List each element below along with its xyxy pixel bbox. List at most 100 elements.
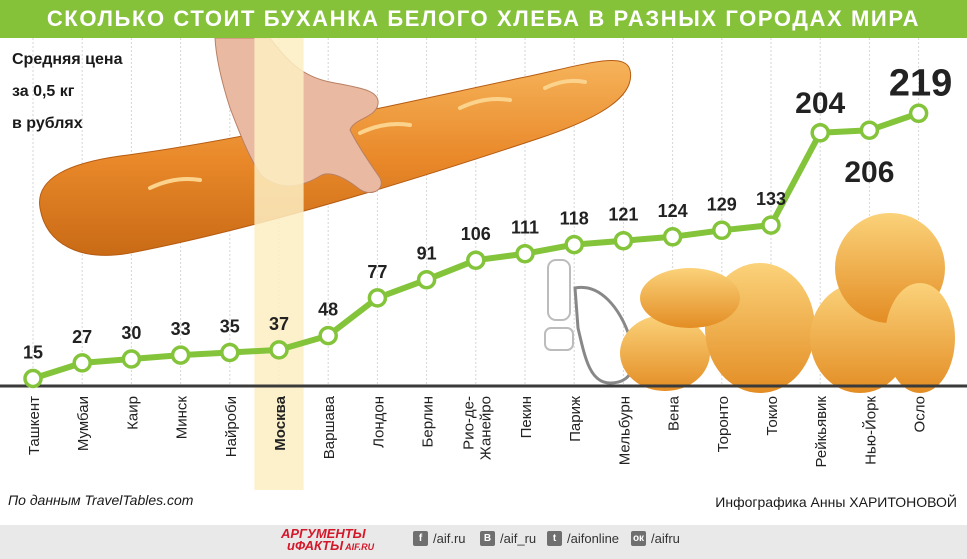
tick-label-line: Каир [124, 396, 141, 430]
tick-label: Нью-Йорк [861, 396, 879, 465]
tick-label-line: Москва [272, 395, 289, 450]
data-label: 111 [511, 218, 539, 238]
social-link-text: /aif_ru [500, 531, 537, 546]
data-point [515, 243, 535, 264]
highlight-column [254, 38, 304, 490]
social-link-twitter[interactable]: t /aifonline [547, 531, 619, 546]
data-label: 37 [269, 314, 289, 334]
data-label: 121 [608, 205, 638, 225]
data-point [416, 269, 437, 290]
tick-label: Берлин [420, 396, 437, 447]
tick-label-line: Токио [764, 396, 781, 436]
tick-label-line: Рейкьявик [813, 396, 830, 468]
data-point [220, 342, 240, 363]
logo-line: АРГУМЕНТЫ [281, 526, 366, 541]
data-point [170, 345, 191, 365]
data-label: 133 [756, 189, 786, 209]
tick-label: Минск [174, 396, 191, 440]
data-label: 204 [795, 87, 845, 120]
data-label: 91 [417, 244, 437, 264]
data-point [367, 288, 388, 308]
data-point [318, 325, 338, 346]
data-label: 206 [844, 156, 894, 189]
data-point [859, 120, 880, 140]
tick-label-line: Пекин [518, 396, 535, 438]
data-label: 27 [72, 327, 92, 347]
unit-label-line: за 0,5 кг [12, 83, 75, 100]
data-label: 118 [560, 209, 589, 229]
social-link-odnoklassniki[interactable]: ок /aifru [631, 531, 680, 546]
data-point [121, 349, 142, 369]
tick-label: Варшава [321, 395, 338, 459]
data-point [662, 227, 683, 247]
data-point [72, 353, 92, 373]
data-label: 35 [220, 317, 240, 337]
vk-icon: В [480, 531, 495, 546]
tick-label-line: Мельбурн [616, 396, 633, 465]
unit-label-line: Средняя цена [12, 51, 123, 68]
tick-label-line: Лондон [370, 396, 387, 448]
unit-label-line: в рублях [12, 115, 83, 132]
social-link-text: /aif.ru [433, 531, 466, 546]
data-label: 30 [121, 323, 141, 343]
facebook-icon: f [413, 531, 428, 546]
tick-label-line: Минск [174, 396, 191, 440]
data-point [613, 230, 634, 251]
social-link-text: /aifonline [567, 531, 620, 546]
tick-label: Пекин [518, 396, 535, 438]
tick-label: Найроби [223, 396, 240, 457]
tick-label: Рейкьявик [813, 396, 830, 468]
unit-label: Средняя цена за 0,5 кг в рублях [12, 44, 212, 140]
logo-line: иФАКТЫ [287, 538, 344, 553]
data-label: 219 [889, 62, 952, 104]
tick-label: Москва [272, 395, 289, 450]
data-point [23, 368, 43, 389]
data-point [810, 123, 830, 143]
tick-label-line: Варшава [321, 395, 338, 459]
tick-label: Вена [666, 395, 683, 431]
source-note: По данным TravelTables.com [8, 492, 194, 508]
odnoklassniki-icon: ок [631, 531, 646, 546]
data-label: 106 [461, 224, 491, 244]
tick-label: Осло [912, 396, 929, 432]
twitter-icon: t [547, 531, 562, 546]
data-label: 48 [318, 300, 338, 320]
author-credit: Инфографика Анны ХАРИТОНОВОЙ [715, 494, 957, 510]
tick-label: Торонто [715, 396, 732, 452]
tick-label-line: Осло [912, 396, 929, 432]
tick-label-line: Мумбаи [75, 396, 92, 451]
tick-label-line: Жанейро [477, 396, 494, 460]
data-point [908, 103, 929, 124]
tick-label-line: Нью-Йорк [861, 396, 879, 465]
tick-label-line: Ташкент [26, 396, 43, 455]
logo-domain: AIF.RU [345, 542, 375, 552]
data-point [712, 220, 732, 241]
tick-label-line: Рио-де- [460, 396, 477, 450]
tick-label-line: Вена [666, 395, 683, 431]
line-chart: 15 27 30 33 35 37 48 77 91 106 111 118 121 124 129 133 2… [0, 38, 967, 490]
aif-logo[interactable]: АРГУМЕНТЫ иФАКТЫ AIF.RU [281, 526, 375, 553]
data-point [564, 234, 584, 255]
tick-label: Мумбаи [75, 396, 92, 451]
data-point [466, 250, 486, 270]
tick-label: Мельбурн [616, 396, 633, 465]
data-label: 33 [171, 319, 191, 339]
chart-title: СКОЛЬКО СТОИТ БУХАНКА БЕЛОГО ХЛЕБА В РАЗ… [0, 0, 967, 38]
social-link-facebook[interactable]: f /aif.ru [413, 531, 466, 546]
tick-label: Париж [567, 396, 584, 442]
tick-label: Токио [764, 396, 781, 436]
tick-label: Ташкент [26, 396, 43, 455]
tick-label: Каир [124, 396, 141, 430]
data-label: 129 [707, 194, 737, 214]
data-point [761, 215, 781, 235]
tick-label-line: Найроби [223, 396, 240, 457]
social-link-text: /aifru [651, 531, 680, 546]
tick-label: Лондон [370, 396, 387, 448]
tick-label-line: Берлин [420, 396, 437, 447]
tick-label-line: Торонто [715, 396, 732, 452]
social-link-vk[interactable]: В /aif_ru [480, 531, 536, 546]
data-label: 124 [658, 201, 688, 221]
data-point [269, 340, 289, 360]
data-label: 77 [367, 262, 387, 282]
tick-label: Рио-де- Жанейро [460, 396, 494, 460]
